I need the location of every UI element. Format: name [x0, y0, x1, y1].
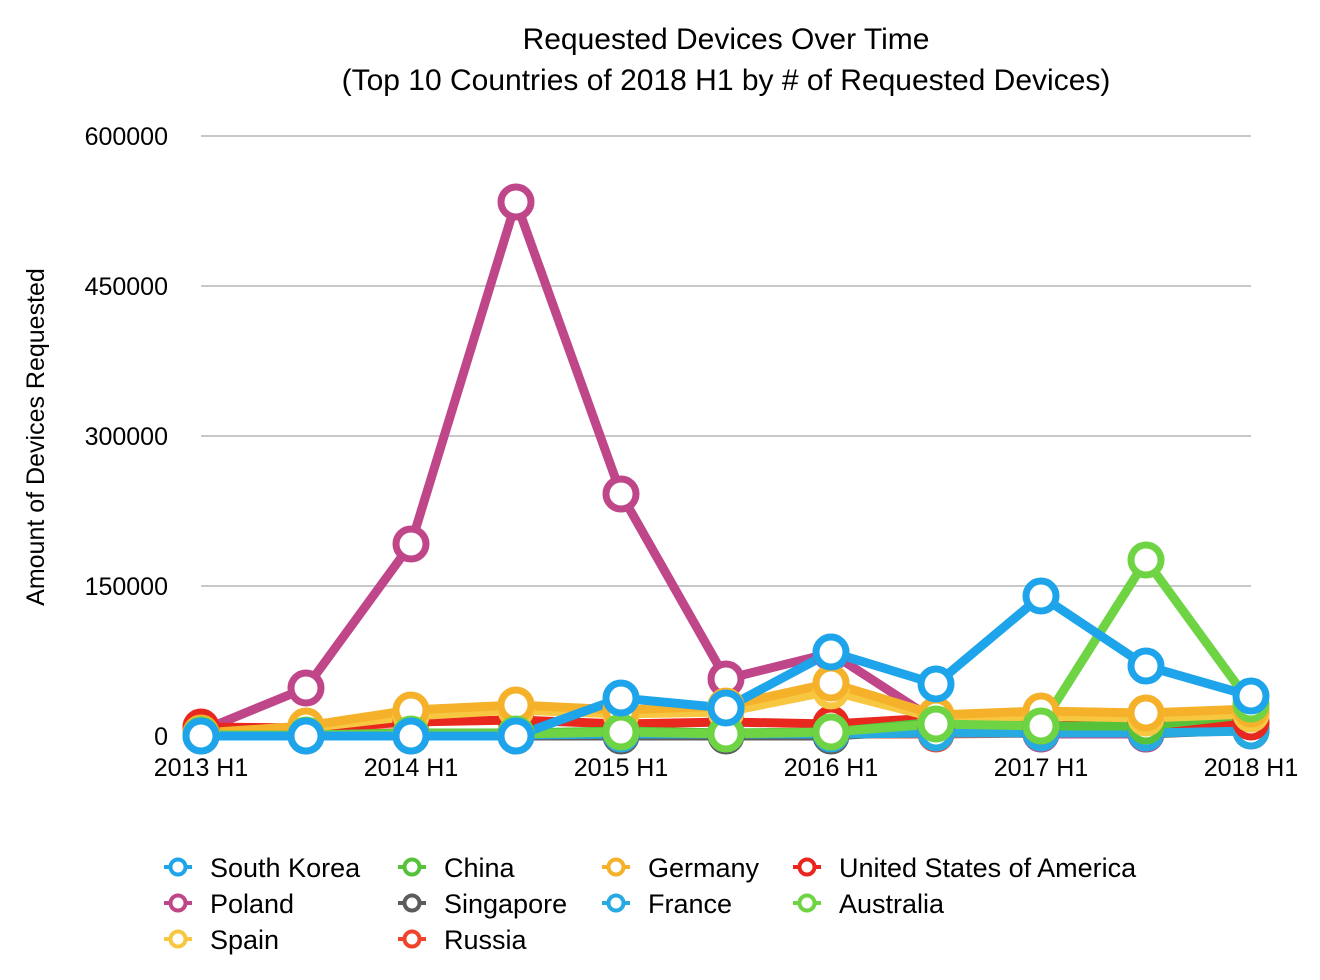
- x-tick-label: 2016 H1: [784, 754, 879, 782]
- data-point: [287, 717, 325, 755]
- data-point: [602, 679, 640, 717]
- legend-label: Spain: [210, 925, 279, 955]
- legend-marker: [168, 857, 188, 877]
- legend-label: Singapore: [444, 889, 567, 919]
- legend-label: Russia: [444, 925, 528, 955]
- data-point: [1127, 541, 1165, 579]
- legend-marker: [168, 929, 188, 949]
- legend-marker: [402, 929, 422, 949]
- data-point: [1022, 707, 1060, 745]
- legend-label: United States of America: [839, 853, 1137, 883]
- legend-marker: [606, 893, 626, 913]
- data-point: [917, 705, 955, 743]
- y-tick-label: 150000: [85, 573, 168, 601]
- x-axis-ticks: 2013 H1 2014 H1 2015 H1 2016 H1 2017 H1 2018 …: [154, 754, 1299, 782]
- data-point: [497, 717, 535, 755]
- x-tick-label: 2013 H1: [154, 754, 249, 782]
- y-tick-label: 300000: [85, 423, 168, 451]
- x-tick-label: 2018 H1: [1204, 754, 1299, 782]
- x-tick-label: 2014 H1: [364, 754, 459, 782]
- y-axis-label: Amount of Devices Requested: [22, 268, 50, 606]
- x-tick-label: 2015 H1: [574, 754, 669, 782]
- series-lines: [196, 197, 1256, 741]
- data-point: [602, 713, 640, 751]
- data-point: [392, 717, 430, 755]
- data-point: [707, 689, 745, 727]
- data-point: [917, 665, 955, 703]
- legend-label: Australia: [839, 889, 945, 919]
- data-point: [497, 183, 535, 221]
- series-line: [196, 197, 1256, 739]
- data-point: [1232, 677, 1270, 715]
- legend-marker: [797, 893, 817, 913]
- legend-marker: [402, 893, 422, 913]
- data-point: [602, 475, 640, 513]
- legend-label: South Korea: [210, 853, 361, 883]
- chart-subtitle: (Top 10 Countries of 2018 H1 by # of Req…: [342, 64, 1111, 97]
- series-points: [182, 183, 1270, 755]
- legend-label: France: [648, 889, 732, 919]
- legend-label: China: [444, 853, 516, 883]
- legend-marker: [606, 857, 626, 877]
- data-point: [812, 713, 850, 751]
- data-point: [1127, 647, 1165, 685]
- legend-marker: [402, 857, 422, 877]
- legend-marker: [168, 893, 188, 913]
- data-point: [1022, 577, 1060, 615]
- data-point: [182, 717, 220, 755]
- x-tick-label: 2017 H1: [994, 754, 1089, 782]
- legend-label: Poland: [210, 889, 294, 919]
- legend-label: Germany: [648, 853, 760, 883]
- data-point: [812, 633, 850, 671]
- legend: South Korea China Germany United States of …: [164, 853, 1137, 955]
- data-point: [812, 664, 850, 702]
- y-tick-label: 600000: [85, 123, 168, 151]
- y-tick-label: 0: [154, 723, 168, 751]
- gridlines: [201, 135, 1251, 587]
- data-point: [1127, 694, 1165, 732]
- data-point: [287, 669, 325, 707]
- y-tick-label: 450000: [85, 273, 168, 301]
- legend-marker: [797, 857, 817, 877]
- chart-title: Requested Devices Over Time: [523, 23, 930, 56]
- y-axis-ticks: 0 150000 300000 450000 600000: [85, 123, 168, 751]
- data-point: [392, 525, 430, 563]
